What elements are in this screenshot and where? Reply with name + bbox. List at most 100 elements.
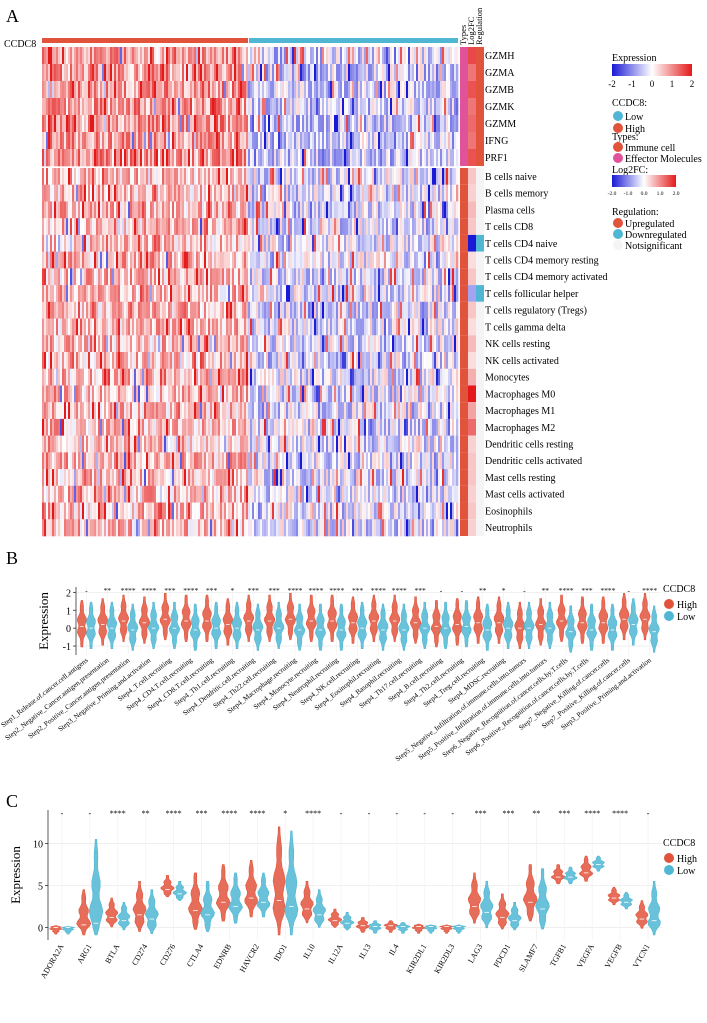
heatmap-cell	[196, 435, 199, 453]
heatmap-cell	[116, 251, 119, 269]
heatmap-cell	[52, 81, 55, 99]
heatmap-cell	[88, 301, 91, 319]
heatmap-cell	[84, 435, 87, 453]
heatmap-cell	[368, 47, 371, 65]
heatmap-cell	[452, 335, 455, 353]
heatmap-cell	[268, 218, 271, 236]
heatmap-cell	[244, 368, 247, 386]
heatmap-cell	[354, 285, 357, 303]
heatmap-cell	[350, 234, 353, 252]
heatmap-cell	[242, 168, 245, 186]
heatmap-cell	[380, 402, 383, 420]
heatmap-cell	[106, 132, 109, 150]
heatmap-cell	[130, 268, 133, 286]
heatmap-cell	[238, 234, 241, 252]
heatmap-cell	[284, 251, 287, 269]
heatmap-cell	[124, 301, 127, 319]
heatmap-cell	[136, 98, 139, 116]
heatmap-cell	[330, 98, 333, 116]
heatmap-cell	[240, 64, 243, 82]
heatmap-cell	[434, 81, 437, 99]
heatmap-cell	[358, 64, 361, 82]
heatmap-cell	[284, 115, 287, 133]
heatmap-cell	[286, 115, 289, 133]
heatmap-cell	[284, 234, 287, 252]
heatmap-cell	[48, 368, 51, 386]
heatmap-cell	[292, 201, 295, 219]
heatmap-cell	[42, 47, 45, 65]
heatmap-cell	[178, 268, 181, 286]
heatmap-cell	[408, 184, 411, 202]
heatmap-cell	[90, 318, 93, 336]
heatmap-cell	[394, 218, 397, 236]
heatmap-cell	[312, 201, 315, 219]
heatmap-cell	[58, 335, 61, 353]
heatmap-cell	[168, 218, 171, 236]
heatmap-cell	[190, 81, 193, 99]
heatmap-cell	[146, 335, 149, 353]
heatmap-cell	[152, 64, 155, 82]
heatmap-cell	[192, 385, 195, 403]
heatmap-cell	[262, 418, 265, 436]
heatmap-cell	[94, 418, 97, 436]
heatmap-cell	[266, 115, 269, 133]
heatmap-cell	[270, 335, 273, 353]
heatmap-cell	[322, 418, 325, 436]
heatmap-cell	[110, 335, 113, 353]
heatmap-cell	[228, 115, 231, 133]
heatmap-cell	[432, 201, 435, 219]
heatmap-cell	[418, 132, 421, 150]
heatmap-cell	[272, 318, 275, 336]
heatmap-cell	[304, 149, 307, 167]
heatmap-cell	[172, 98, 175, 116]
heatmap-cell	[146, 268, 149, 286]
heatmap-cell	[248, 168, 251, 186]
heatmap-cell	[168, 251, 171, 269]
heatmap-cell	[302, 132, 305, 150]
heatmap-cell	[276, 81, 279, 99]
heatmap-cell	[80, 368, 83, 386]
heatmap-cell	[156, 234, 159, 252]
heatmap-cell	[134, 318, 137, 336]
heatmap-cell	[52, 251, 55, 269]
heatmap-cell	[212, 81, 215, 99]
heatmap-cell	[206, 234, 209, 252]
heatmap-cell	[74, 201, 77, 219]
heatmap-cell	[178, 385, 181, 403]
heatmap-cell	[266, 218, 269, 236]
heatmap-cell	[132, 268, 135, 286]
heatmap-cell	[332, 98, 335, 116]
heatmap-cell	[390, 64, 393, 82]
heatmap-cell	[88, 184, 91, 202]
heatmap-cell	[234, 184, 237, 202]
heatmap-cell	[298, 368, 301, 386]
heatmap-cell	[222, 234, 225, 252]
heatmap-cell	[378, 201, 381, 219]
heatmap-cell	[280, 268, 283, 286]
heatmap-cell	[244, 402, 247, 420]
heatmap-cell	[58, 115, 61, 133]
heatmap-cell	[444, 201, 447, 219]
heatmap-cell	[58, 218, 61, 236]
heatmap-cell	[292, 149, 295, 167]
heatmap-cell	[182, 402, 185, 420]
heatmap-cell	[112, 64, 115, 82]
heatmap-cell	[434, 201, 437, 219]
heatmap-cell	[56, 385, 59, 403]
heatmap-cell	[420, 301, 423, 319]
heatmap-cell	[146, 234, 149, 252]
heatmap-cell	[42, 251, 45, 269]
heatmap-cell	[352, 285, 355, 303]
heatmap-cell	[112, 201, 115, 219]
heatmap-cell	[374, 132, 377, 150]
heatmap-cell	[270, 234, 273, 252]
heatmap-cell	[178, 168, 181, 186]
heatmap-cell	[426, 352, 429, 370]
heatmap-cell	[164, 234, 167, 252]
heatmap-cell	[42, 234, 45, 252]
heatmap-cell	[60, 201, 63, 219]
heatmap-cell	[270, 98, 273, 116]
heatmap-cell	[384, 301, 387, 319]
heatmap-cell	[50, 149, 53, 167]
heatmap-cell	[268, 352, 271, 370]
